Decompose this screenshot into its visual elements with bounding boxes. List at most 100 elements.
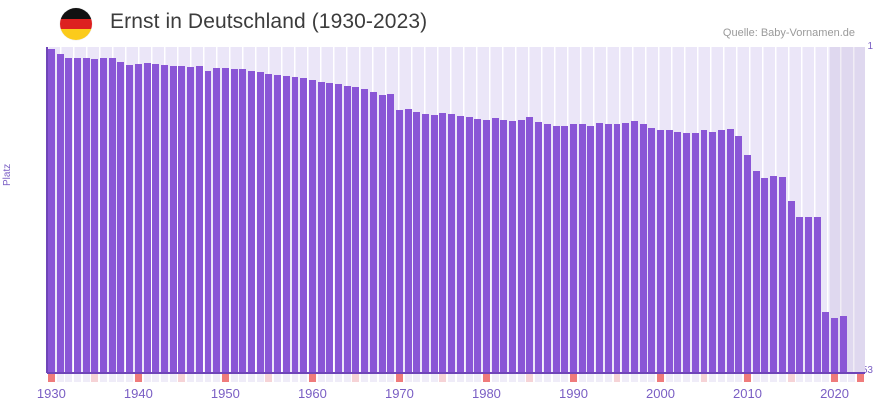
bar[interactable] — [726, 129, 734, 372]
bar[interactable] — [561, 126, 569, 372]
bar[interactable] — [47, 48, 55, 372]
bar[interactable] — [430, 114, 438, 372]
bar[interactable] — [369, 92, 377, 372]
bar[interactable] — [700, 130, 708, 372]
bar[interactable] — [308, 80, 316, 372]
bar[interactable] — [804, 217, 812, 372]
bar[interactable] — [578, 123, 586, 372]
bar[interactable] — [213, 68, 221, 372]
bar[interactable] — [657, 129, 664, 372]
bar[interactable] — [839, 316, 847, 372]
bar[interactable] — [152, 64, 160, 372]
bar[interactable] — [535, 122, 543, 372]
bar[interactable] — [126, 64, 134, 372]
bar[interactable] — [683, 133, 691, 372]
bar[interactable] — [204, 70, 212, 372]
marker-faint — [195, 374, 203, 382]
bar[interactable] — [665, 130, 673, 372]
bar[interactable] — [291, 76, 299, 372]
bar[interactable] — [456, 115, 464, 372]
bar[interactable] — [143, 62, 151, 372]
bar[interactable] — [491, 118, 499, 372]
marker-faint — [204, 374, 212, 382]
bar[interactable] — [82, 57, 90, 372]
bar[interactable] — [613, 124, 621, 372]
bar[interactable] — [300, 77, 308, 372]
bar[interactable] — [648, 128, 656, 372]
bar[interactable] — [326, 82, 334, 372]
bar[interactable] — [178, 66, 186, 372]
bar[interactable] — [543, 124, 551, 372]
bar[interactable] — [552, 125, 560, 372]
bar[interactable] — [630, 121, 638, 372]
bar[interactable] — [465, 117, 473, 372]
bar[interactable] — [73, 57, 81, 372]
bar[interactable] — [248, 70, 255, 372]
bar[interactable] — [796, 216, 804, 372]
bar[interactable] — [230, 69, 238, 372]
bar[interactable] — [221, 68, 229, 372]
bar[interactable] — [569, 124, 577, 372]
bar[interactable] — [100, 58, 108, 372]
bar[interactable] — [361, 88, 369, 372]
bar[interactable] — [404, 108, 412, 372]
bar[interactable] — [317, 81, 325, 372]
bar[interactable] — [160, 64, 168, 372]
bar[interactable] — [752, 170, 760, 372]
bar[interactable] — [474, 119, 482, 372]
bar[interactable] — [526, 117, 534, 372]
bar[interactable] — [335, 83, 342, 372]
bar[interactable] — [169, 65, 177, 372]
bar[interactable] — [787, 200, 795, 372]
bar[interactable] — [761, 178, 769, 372]
bar[interactable] — [639, 123, 647, 372]
bar[interactable] — [256, 71, 264, 372]
bar[interactable] — [378, 94, 386, 372]
bar[interactable] — [735, 136, 743, 372]
bar[interactable] — [413, 111, 421, 372]
bar[interactable] — [587, 126, 595, 372]
marker-faint — [326, 374, 334, 382]
bar[interactable] — [134, 64, 142, 372]
bar[interactable] — [691, 132, 699, 372]
bar[interactable] — [187, 66, 195, 372]
marker-faint — [274, 374, 282, 382]
bar[interactable] — [604, 123, 612, 372]
bar[interactable] — [717, 129, 725, 372]
bar[interactable] — [282, 75, 290, 372]
marker-decade — [482, 374, 490, 382]
bar[interactable] — [709, 132, 717, 372]
bar[interactable] — [509, 121, 517, 372]
bar[interactable] — [65, 57, 73, 372]
bar[interactable] — [274, 74, 282, 372]
bar[interactable] — [482, 119, 490, 372]
bar[interactable] — [195, 66, 203, 372]
bar[interactable] — [822, 312, 830, 372]
bar[interactable] — [778, 176, 786, 372]
bar[interactable] — [596, 123, 604, 372]
bar[interactable] — [343, 85, 351, 372]
bar[interactable] — [91, 58, 99, 372]
bar[interactable] — [500, 120, 508, 372]
bar[interactable] — [744, 155, 751, 372]
bar[interactable] — [831, 318, 838, 372]
bar[interactable] — [439, 113, 447, 372]
bar[interactable] — [108, 57, 116, 372]
bar[interactable] — [239, 69, 247, 372]
bar[interactable] — [265, 73, 273, 372]
bar[interactable] — [117, 61, 125, 372]
marker-faint — [187, 374, 195, 382]
bar[interactable] — [395, 110, 403, 372]
marker-half-decade — [787, 374, 795, 382]
marker-faint — [561, 374, 569, 382]
bar[interactable] — [622, 123, 630, 372]
bar[interactable] — [770, 175, 778, 372]
bar[interactable] — [517, 119, 525, 372]
bar[interactable] — [422, 113, 429, 372]
bar[interactable] — [56, 54, 64, 372]
bar[interactable] — [448, 114, 456, 372]
bar[interactable] — [813, 217, 821, 372]
bar[interactable] — [352, 87, 360, 372]
bar[interactable] — [387, 94, 395, 372]
bar[interactable] — [674, 132, 682, 372]
